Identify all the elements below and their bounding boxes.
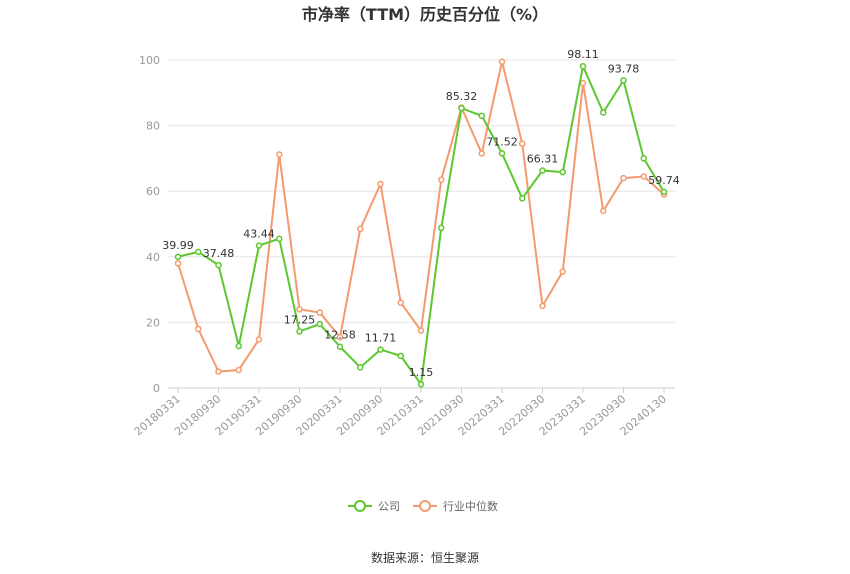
legend[interactable]: 公司 行业中位数 xyxy=(348,499,498,513)
legend-item-industry-median[interactable]: 行业中位数 xyxy=(413,499,498,513)
company-point xyxy=(579,62,587,70)
data-label: 93.78 xyxy=(608,62,640,75)
legend-marker xyxy=(419,500,431,512)
industry-median-point xyxy=(559,268,566,275)
company-point xyxy=(620,77,627,84)
company-point xyxy=(235,342,242,350)
industry-median-point xyxy=(195,325,202,333)
industry-median-point xyxy=(276,151,283,158)
industry-median-point xyxy=(478,150,485,157)
y-tick-label: 100 xyxy=(139,54,160,67)
data-label: 12.58 xyxy=(324,329,356,342)
industry-median-point xyxy=(539,302,546,310)
company-point xyxy=(377,346,384,353)
company-point xyxy=(519,195,526,202)
company-point xyxy=(397,352,404,360)
x-axis: 2018033120180930201903312019093020200331… xyxy=(132,387,675,438)
data-labels: 39.99 37.48 43.44 17.25 12.58 11.71 1.15 85.32 7… xyxy=(162,48,680,379)
company-point xyxy=(316,320,323,328)
data-label: 11.71 xyxy=(365,332,397,345)
data-label: 85.32 xyxy=(446,90,478,103)
y-tick-label: 0 xyxy=(153,382,160,395)
company-point xyxy=(357,364,364,371)
industry-median-point xyxy=(600,207,607,215)
company-point xyxy=(417,380,425,388)
y-tick-label: 80 xyxy=(146,120,160,133)
industry-median-point xyxy=(519,140,526,147)
industry-median-point xyxy=(235,366,242,374)
company-point xyxy=(276,235,283,243)
data-label: 98.11 xyxy=(567,48,599,61)
grid xyxy=(168,59,675,323)
data-label: 17.25 xyxy=(284,313,316,326)
company-point xyxy=(498,150,506,157)
y-tick-label: 60 xyxy=(146,185,160,198)
legend-marker xyxy=(354,500,366,512)
industry-median-point xyxy=(316,309,323,316)
industry-median-point xyxy=(296,306,303,313)
company-point xyxy=(458,104,465,112)
data-label: 59.74 xyxy=(648,174,680,187)
industry-median-point xyxy=(377,180,384,188)
company-point xyxy=(539,167,546,174)
company-line xyxy=(177,65,665,386)
industry-median-point xyxy=(579,79,587,87)
series-group xyxy=(174,58,668,388)
industry-median-line xyxy=(177,60,665,373)
y-tick-label: 20 xyxy=(146,316,160,329)
data-label: 39.99 xyxy=(162,239,194,252)
industry-median-point xyxy=(498,58,506,65)
data-label: 37.48 xyxy=(203,247,235,260)
company-point xyxy=(215,261,222,269)
company-point xyxy=(478,112,485,120)
legend-item-company[interactable]: 公司 xyxy=(348,500,400,513)
industry-median-point xyxy=(336,333,344,341)
industry-median-point xyxy=(417,327,425,334)
legend-label: 公司 xyxy=(378,500,400,513)
company-point xyxy=(438,224,445,232)
company-point xyxy=(296,328,303,335)
company-point xyxy=(336,343,344,350)
y-axis: 0 20 40 60 80 100 xyxy=(139,54,160,395)
industry-median-point xyxy=(174,260,182,267)
industry-median-point xyxy=(397,299,404,306)
company-point xyxy=(174,253,182,261)
industry-median-point xyxy=(215,368,222,375)
industry-median-point xyxy=(438,176,445,183)
industry-median-point xyxy=(357,225,364,233)
company-point xyxy=(640,155,647,162)
industry-median-point xyxy=(620,174,627,182)
data-label: 1.15 xyxy=(409,366,434,379)
legend-label: 行业中位数 xyxy=(443,499,498,513)
company-point xyxy=(600,109,607,116)
data-label: 66.31 xyxy=(527,153,559,166)
company-point xyxy=(559,168,566,176)
data-label: 71.52 xyxy=(486,135,518,148)
data-label: 43.44 xyxy=(243,228,275,241)
source-note: 数据来源：恒生聚源 xyxy=(371,550,479,565)
company-point xyxy=(255,242,263,249)
company-point xyxy=(195,248,202,256)
industry-median-point xyxy=(255,336,263,343)
industry-median-point xyxy=(640,173,647,180)
company-point xyxy=(660,188,668,196)
y-tick-label: 40 xyxy=(146,251,160,264)
chart-title: 市净率（TTM）历史百分位（%） xyxy=(302,5,548,24)
